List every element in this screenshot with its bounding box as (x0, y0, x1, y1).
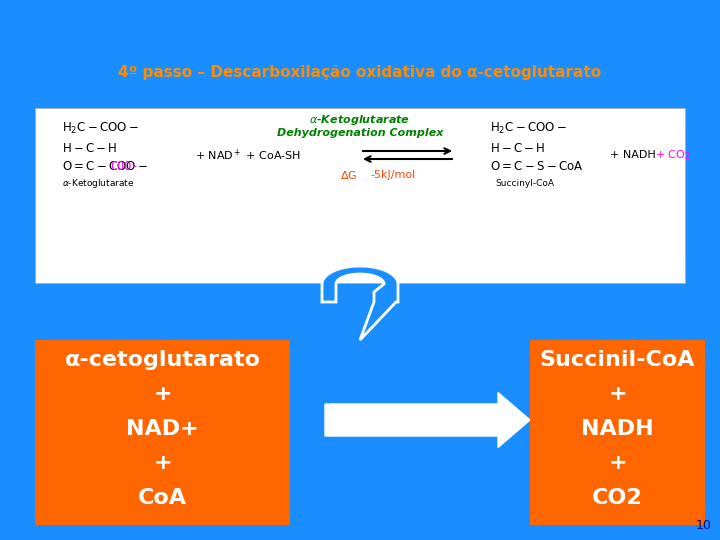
Text: α-cetoglutarato
+
NAD+
+
CoA: α-cetoglutarato + NAD+ + CoA (65, 350, 261, 508)
Text: $\Delta$G: $\Delta$G (340, 169, 357, 181)
Text: Succinil-CoA
+
NADH
+
CO2: Succinil-CoA + NADH + CO2 (540, 350, 696, 508)
FancyBboxPatch shape (530, 340, 705, 525)
Text: -5kJ/mol: -5kJ/mol (370, 170, 415, 180)
Text: $\mathsf{O=C-S-CoA}$: $\mathsf{O=C-S-CoA}$ (490, 160, 583, 173)
Text: $\alpha$-Ketoglutarate: $\alpha$-Ketoglutarate (62, 177, 135, 190)
Text: Dehydrogenation Complex: Dehydrogenation Complex (276, 128, 444, 138)
Polygon shape (322, 266, 398, 340)
Text: $\alpha$-Ketoglutarate: $\alpha$-Ketoglutarate (310, 113, 410, 127)
Text: + NADH: + NADH (610, 150, 656, 160)
Text: $\mathsf{H-C-H}$: $\mathsf{H-C-H}$ (62, 141, 117, 154)
Text: COO-: COO- (110, 160, 138, 173)
Text: 4º passo – Descarboxilação oxidativa do α-cetoglutarato: 4º passo – Descarboxilação oxidativa do … (118, 64, 602, 79)
Text: 10: 10 (696, 519, 712, 532)
Text: + NAD$^+$ + CoA-SH: + NAD$^+$ + CoA-SH (195, 147, 301, 163)
Text: $\mathsf{H_2C-COO-}$: $\mathsf{H_2C-COO-}$ (62, 120, 139, 136)
Text: $\mathsf{H-C-H}$: $\mathsf{H-C-H}$ (490, 141, 546, 154)
Text: $\mathsf{O=C-}$$\mathsf{COO-}$: $\mathsf{O=C-}$$\mathsf{COO-}$ (62, 160, 148, 173)
Text: Succinyl-CoA: Succinyl-CoA (495, 179, 554, 187)
FancyBboxPatch shape (35, 340, 290, 525)
Text: $\mathsf{H_2C-COO-}$: $\mathsf{H_2C-COO-}$ (490, 120, 567, 136)
FancyBboxPatch shape (35, 108, 685, 283)
Text: + CO$_2$: + CO$_2$ (655, 148, 690, 162)
Polygon shape (325, 393, 530, 448)
